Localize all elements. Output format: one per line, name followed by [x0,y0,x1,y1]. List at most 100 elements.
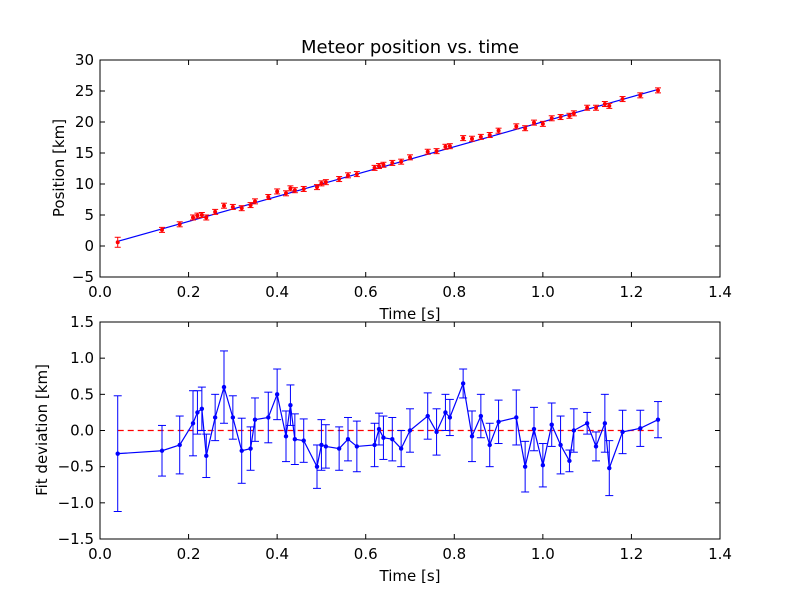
x-axis-ticks: 0.0 0.2 0.4 0.6 0.8 1.0 1.2 1.4 [88,60,732,301]
data-point [558,442,563,448]
data-point [620,97,625,102]
data-point [447,144,452,149]
data-point [434,149,439,154]
data-point [195,213,200,218]
data-point [443,144,448,149]
data-point [230,415,236,420]
data-point [399,159,404,164]
data-point [602,102,607,107]
data-point [239,448,244,453]
data-point [460,381,466,386]
data-point [292,188,297,193]
data-point [390,160,395,165]
x-axis-label: Time [s] [379,305,441,323]
x-tick-label: 1.4 [708,283,732,301]
plot-frame [99,59,721,278]
y-tick-label: 0 [84,237,94,255]
data-point [408,155,412,160]
data-point [514,124,519,129]
y-tick-label: 10 [75,175,94,193]
data-point [594,105,598,110]
data-point [199,213,204,217]
y-tick-label: 25 [75,82,94,100]
data-point [266,415,271,420]
data-point [239,206,244,211]
data-point [354,172,359,177]
data-point [283,434,289,439]
data-point [638,426,643,431]
data-point [571,428,577,433]
data-point [230,204,235,209]
data-point [319,181,324,186]
x-tick-label: 0.8 [442,545,466,563]
data-point [549,116,554,121]
data-point [390,436,395,442]
data-point [602,421,608,426]
data-point [496,419,501,425]
data-point [522,464,528,469]
data-point [549,422,554,427]
data-point [567,113,572,118]
data-point [469,434,475,439]
y-tick-label: −0.5 [58,458,94,476]
data-point [346,173,350,178]
data-point [461,136,466,141]
data-point [655,417,661,422]
x-tick-label: 0.6 [354,545,378,563]
data-point [620,429,625,435]
data-point [425,413,430,419]
data-point [115,240,120,245]
x-tick-label: 1.2 [619,283,643,301]
data-point [443,410,448,415]
data-point [248,446,253,451]
data-point [532,120,536,125]
data-point [190,421,196,426]
y-axis-label: Fit deviation [km] [33,364,51,496]
data-point [540,463,546,468]
x-tick-label: 0.2 [177,283,201,301]
data-point [115,451,120,456]
data-point [407,428,413,433]
data-point [496,128,501,133]
data-point [372,442,377,448]
position-plot: Meteor position vs. time 0.0 0.2 0.4 0.6 0.8… [50,37,732,323]
data-point [337,177,342,182]
data-point [571,111,576,116]
data-point [377,164,381,169]
x-tick-label: 0.4 [265,283,289,301]
data-point [248,203,253,208]
chart-title: Meteor position vs. time [301,37,519,58]
data-point [607,465,612,471]
data-point [252,417,258,422]
data-point [253,199,257,204]
data-point [656,88,660,93]
data-point [199,406,205,411]
x-tick-label: 0.6 [354,283,378,301]
data-point [301,186,306,191]
data-point [266,195,271,200]
data-point [470,136,474,141]
deviation-plot: 0.0 0.2 0.4 0.6 0.8 1.0 1.2 1.4 −1.5−1.0−0.50.0… [33,313,732,585]
data-point [191,215,195,220]
data-point [514,415,519,420]
data-point [301,438,306,443]
data-point [323,444,329,449]
data-point [376,426,382,432]
y-tick-label: 20 [75,113,94,131]
y-tick-label: −1.0 [58,494,94,512]
y-tick-label: 0.5 [70,385,94,403]
x-tick-label: 0.0 [88,545,112,563]
y-axis-ticks: −1.5 −1.0 −0.5 0.0 0.5 1.0 1.5 [58,313,720,548]
x-tick-label: 1.2 [619,545,643,563]
x-tick-label: 0.2 [177,545,201,563]
data-point [487,133,492,138]
y-tick-label: 30 [75,51,94,69]
y-tick-label: −5 [72,268,94,286]
data-point [275,189,280,194]
x-tick-label: 0.8 [442,283,466,301]
data-point [222,203,226,208]
x-tick-label: 1.4 [708,545,732,563]
data-point [381,435,386,440]
data-point [288,186,293,191]
